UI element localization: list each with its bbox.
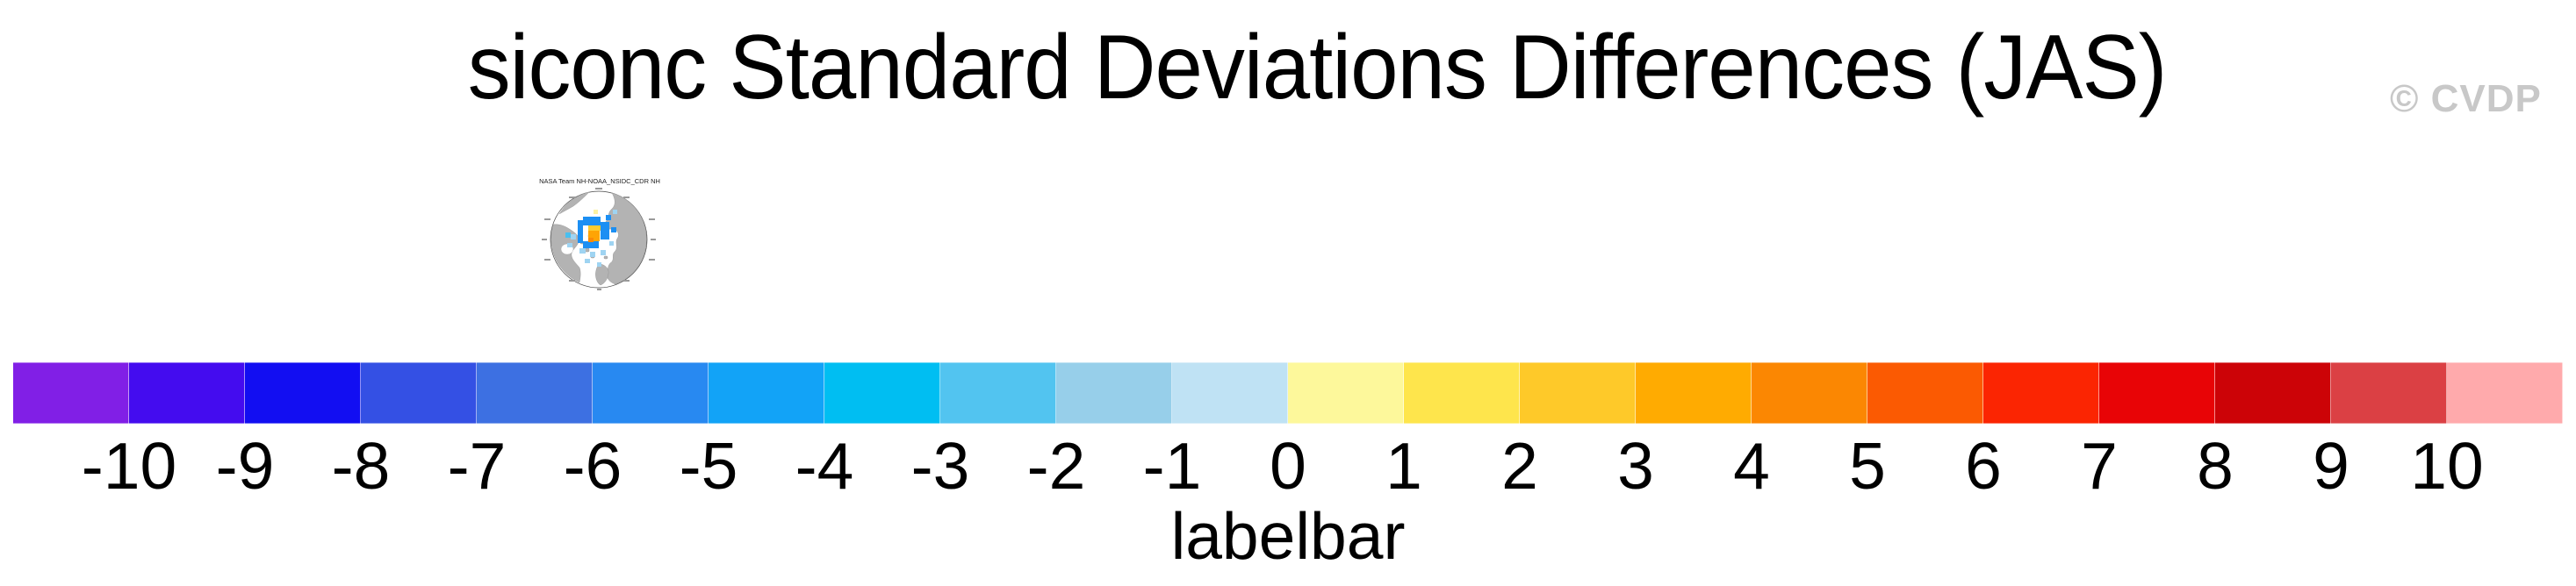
colorbar-box-6 [709,362,824,424]
colorbar-tick-2: 2 [1501,429,1538,503]
colorbar-box-16 [1867,362,1983,424]
colorbar-box-15 [1752,362,1867,424]
colorbar-tick--8: -8 [331,429,391,503]
colorbar-box-0 [13,362,129,424]
colorbar-box-2 [245,362,361,424]
colorbar-tick-3: 3 [1617,429,1654,503]
colorbar-box-13 [1520,362,1636,424]
colorbar-tick-labels: -10 -9 -8 -7 -6 -5 -4 -3 -2 -1 0 1 2 3 4 5 6 7 8 9 10 [0,429,2576,503]
colorbar-box-1 [129,362,245,424]
colorbar-tick--1: -1 [1142,429,1202,503]
colorbar-box-21 [2447,362,2563,424]
cvdp-watermark: © CVDP [2390,77,2542,120]
colorbar-tick-6: 6 [1965,429,2002,503]
colorbar-tick-4: 4 [1733,429,1770,503]
colorbar-box-8 [940,362,1056,424]
colorbar-box-18 [2099,362,2215,424]
colorbar-tick--2: -2 [1026,429,1086,503]
colorbar-tick--5: -5 [679,429,738,503]
map-anomaly-cells [565,210,617,267]
colorbar-tick-0: 0 [1270,429,1306,503]
colorbar-tick--10: -10 [81,429,177,503]
colorbar-box-11 [1288,362,1404,424]
colorbar [13,362,2563,424]
colorbar-tick-10: 10 [2410,429,2484,503]
colorbar-tick-8: 8 [2197,429,2234,503]
figure-title-row: siconc Standard Deviations Differences (… [29,16,2576,130]
figure-title: siconc Standard Deviations Differences (… [467,17,2168,118]
map-graticule-labels [542,188,656,290]
colorbar-tick--6: -6 [563,429,622,503]
colorbar-tick-7: 7 [2081,429,2118,503]
colorbar-box-17 [1983,362,2099,424]
colorbar-box-4 [477,362,593,424]
colorbar-tick--3: -3 [910,429,970,503]
colorbar-tick--7: -7 [447,429,507,503]
polar-map-thumbnail [542,188,656,290]
colorbar-tick-5: 5 [1849,429,1886,503]
map-inset-title: NASA Team NH-NOAA_NSIDC_CDR NH [539,177,660,185]
colorbar-tick--9: -9 [215,429,275,503]
map-inset: NASA Team NH-NOAA_NSIDC_CDR NH [525,177,674,292]
colorbar-box-20 [2331,362,2447,424]
colorbar-axis-label: labelbar [1170,499,1406,573]
colorbar-box-19 [2215,362,2331,424]
colorbar-box-12 [1404,362,1520,424]
colorbar-tick--4: -4 [795,429,854,503]
colorbar-box-14 [1636,362,1752,424]
colorbar-tick-9: 9 [2313,429,2349,503]
colorbar-box-7 [824,362,940,424]
colorbar-tick-1: 1 [1385,429,1422,503]
colorbar-box-5 [593,362,709,424]
colorbar-box-3 [361,362,477,424]
colorbar-box-9 [1056,362,1172,424]
colorbar-box-10 [1172,362,1288,424]
